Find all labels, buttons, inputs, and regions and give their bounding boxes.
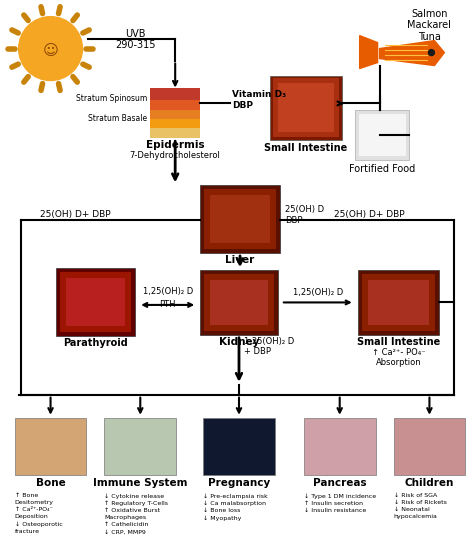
- Text: 1,25(OH)₂ D: 1,25(OH)₂ D: [143, 287, 193, 296]
- Bar: [204, 274, 274, 331]
- Text: ↓ Type 1 DM incidence
↑ Insulin secretion
↓ Insulin resistance: ↓ Type 1 DM incidence ↑ Insulin secretio…: [304, 493, 376, 513]
- Bar: [304, 418, 375, 476]
- Circle shape: [18, 17, 82, 81]
- Text: Vitamin D₃
DBP: Vitamin D₃ DBP: [232, 91, 286, 110]
- Bar: [150, 101, 200, 111]
- Text: Immune System: Immune System: [93, 478, 188, 488]
- Polygon shape: [380, 40, 445, 66]
- Text: ↑ Bone
Desitometry
↑ Ca²⁺-PO₄⁻
Deposition
↓ Osteoporotic
fracture: ↑ Bone Desitometry ↑ Ca²⁺-PO₄⁻ Depositio…: [15, 493, 63, 534]
- Bar: [200, 185, 280, 253]
- Bar: [393, 418, 465, 476]
- Text: Children: Children: [405, 478, 454, 488]
- Text: ↓ Risk of SGA
↓ Risk of Rickets
↓ Neonatal
hypocalcemia: ↓ Risk of SGA ↓ Risk of Rickets ↓ Neonat…: [393, 493, 447, 519]
- Text: ↓ Cytokine release
↑ Regulatory T-Cells
↑ Oxidative Burst
Macrophages
↑ Cathelic: ↓ Cytokine release ↑ Regulatory T-Cells …: [104, 493, 168, 534]
- Bar: [358, 270, 439, 335]
- Text: Stratum Basale: Stratum Basale: [88, 114, 147, 123]
- Bar: [150, 119, 200, 128]
- Bar: [104, 418, 176, 476]
- Bar: [270, 76, 342, 140]
- Bar: [204, 189, 276, 249]
- Bar: [273, 79, 339, 137]
- Text: Pregnancy: Pregnancy: [208, 478, 270, 488]
- Bar: [200, 270, 278, 335]
- Text: ☺: ☺: [43, 43, 58, 58]
- Bar: [359, 114, 405, 156]
- Bar: [210, 195, 270, 243]
- Text: 7-Dehydrocholesterol: 7-Dehydrocholesterol: [130, 152, 220, 160]
- Text: ↑ Ca²⁺- PO₄⁻
Absorption: ↑ Ca²⁺- PO₄⁻ Absorption: [372, 348, 425, 367]
- Text: PTH: PTH: [159, 300, 176, 309]
- Bar: [278, 84, 334, 132]
- Text: Pancreas: Pancreas: [313, 478, 366, 488]
- Text: Liver: Liver: [225, 255, 255, 265]
- Bar: [362, 274, 436, 331]
- Text: Bone: Bone: [36, 478, 65, 488]
- Text: Fortified Food: Fortified Food: [349, 164, 415, 174]
- Bar: [203, 418, 275, 476]
- Text: Salmon
Mackarel
Tuna: Salmon Mackarel Tuna: [408, 9, 451, 42]
- Bar: [65, 278, 125, 326]
- Text: Small Intestine: Small Intestine: [357, 337, 440, 347]
- Bar: [210, 280, 268, 325]
- Bar: [368, 280, 429, 325]
- Text: UVB
290-315: UVB 290-315: [115, 29, 155, 50]
- Bar: [60, 272, 131, 332]
- Circle shape: [428, 50, 434, 55]
- Text: 25(OH) D+ DBP: 25(OH) D+ DBP: [334, 210, 405, 219]
- Text: 25(OH) D+ DBP: 25(OH) D+ DBP: [40, 210, 111, 219]
- Bar: [150, 128, 200, 138]
- Polygon shape: [360, 35, 378, 69]
- Bar: [150, 111, 200, 119]
- Text: Epidermis: Epidermis: [146, 140, 204, 150]
- Text: Parathyroid: Parathyroid: [63, 338, 128, 348]
- Bar: [150, 88, 200, 101]
- Bar: [55, 268, 135, 336]
- Bar: [15, 418, 86, 476]
- Text: Small Intestine: Small Intestine: [264, 143, 347, 153]
- Text: Stratum Spinosum: Stratum Spinosum: [76, 94, 147, 103]
- Text: ↓ Pre-eclampsia risk
↓ Ca malabsorption
↓ Bone loss
↓ Myopathy: ↓ Pre-eclampsia risk ↓ Ca malabsorption …: [203, 493, 268, 521]
- Text: 1,25(OH)₂ D: 1,25(OH)₂ D: [292, 288, 343, 297]
- Text: 25(OH) D
DBP: 25(OH) D DBP: [285, 205, 324, 225]
- Bar: [355, 111, 410, 160]
- Text: Kidney: Kidney: [219, 337, 259, 347]
- Text: 1,25(OH)₂ D
+ DBP: 1,25(OH)₂ D + DBP: [244, 337, 294, 356]
